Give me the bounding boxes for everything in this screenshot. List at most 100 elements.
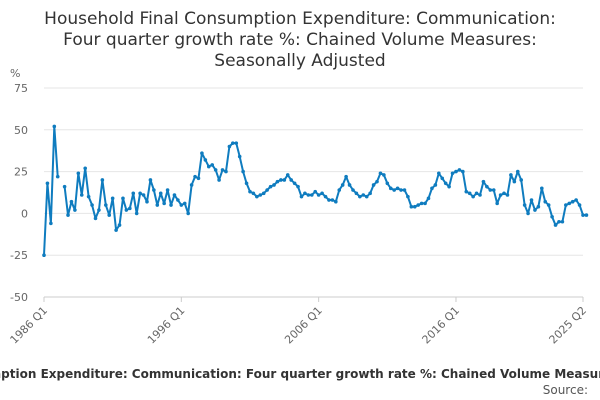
data-point[interactable] (309, 193, 314, 197)
data-point[interactable] (584, 213, 589, 217)
data-point[interactable] (213, 168, 218, 172)
data-point[interactable] (206, 164, 211, 169)
data-point[interactable] (574, 198, 578, 202)
data-point[interactable] (176, 198, 180, 202)
data-point[interactable] (241, 169, 245, 174)
data-point[interactable] (498, 193, 503, 197)
data-point[interactable] (289, 178, 293, 182)
data-point[interactable] (296, 184, 300, 189)
data-point[interactable] (231, 141, 235, 145)
data-point[interactable] (203, 158, 208, 162)
data-point[interactable] (79, 193, 84, 197)
data-point[interactable] (337, 188, 342, 192)
data-point[interactable] (368, 191, 372, 196)
data-point[interactable] (423, 201, 427, 206)
data-point[interactable] (179, 203, 184, 207)
data-point[interactable] (49, 221, 53, 226)
data-point[interactable] (443, 181, 448, 186)
data-point[interactable] (90, 203, 94, 207)
data-point[interactable] (375, 179, 379, 184)
data-point[interactable] (347, 183, 352, 187)
data-point[interactable] (114, 228, 118, 232)
data-point[interactable] (155, 203, 160, 207)
data-point[interactable] (519, 178, 523, 182)
data-point[interactable] (553, 223, 558, 227)
data-point[interactable] (227, 144, 232, 149)
data-point[interactable] (255, 194, 259, 199)
data-point[interactable] (388, 186, 393, 191)
data-point[interactable] (464, 189, 469, 194)
data-point[interactable] (505, 193, 510, 197)
data-point[interactable] (361, 193, 366, 197)
data-point[interactable] (382, 173, 386, 177)
data-point[interactable] (471, 194, 475, 199)
data-point[interactable] (354, 191, 359, 196)
data-point[interactable] (509, 173, 513, 177)
data-point[interactable] (55, 174, 60, 179)
data-point[interactable] (220, 168, 225, 172)
data-point[interactable] (110, 196, 115, 201)
data-point[interactable] (196, 176, 201, 181)
data-point[interactable] (299, 194, 304, 199)
data-point[interactable] (358, 194, 362, 199)
data-point[interactable] (172, 193, 177, 197)
data-point[interactable] (303, 191, 307, 196)
data-point[interactable] (546, 203, 551, 207)
data-point[interactable] (416, 203, 421, 207)
data-point[interactable] (540, 186, 544, 191)
data-point[interactable] (467, 191, 472, 196)
data-point[interactable] (69, 199, 74, 204)
data-point[interactable] (320, 191, 324, 196)
data-point[interactable] (93, 216, 98, 221)
data-point[interactable] (351, 188, 355, 192)
data-point[interactable] (66, 213, 70, 217)
data-point[interactable] (248, 189, 252, 194)
data-point[interactable] (138, 191, 142, 196)
data-point[interactable] (200, 151, 204, 156)
data-point[interactable] (412, 204, 417, 209)
data-point[interactable] (399, 188, 403, 192)
data-point[interactable] (474, 191, 479, 196)
data-point[interactable] (186, 211, 190, 216)
data-point[interactable] (265, 188, 269, 192)
data-point[interactable] (522, 203, 527, 207)
data-point[interactable] (457, 168, 462, 172)
data-point[interactable] (217, 178, 221, 182)
data-point[interactable] (570, 199, 575, 204)
data-point[interactable] (224, 169, 228, 174)
data-point[interactable] (426, 196, 431, 201)
data-point[interactable] (145, 199, 149, 204)
data-point[interactable] (543, 199, 548, 204)
data-point[interactable] (515, 169, 520, 174)
data-point[interactable] (117, 223, 122, 227)
data-point[interactable] (481, 179, 486, 184)
data-point[interactable] (550, 214, 554, 219)
data-point[interactable] (385, 181, 390, 186)
data-point[interactable] (285, 173, 290, 177)
data-point[interactable] (402, 188, 407, 192)
data-point[interactable] (282, 178, 287, 182)
data-point[interactable] (76, 171, 81, 176)
data-point[interactable] (378, 171, 383, 176)
data-point[interactable] (536, 204, 541, 209)
data-point[interactable] (158, 191, 163, 196)
data-point[interactable] (279, 178, 283, 182)
data-point[interactable] (134, 211, 139, 216)
data-point[interactable] (327, 198, 331, 202)
data-point[interactable] (131, 191, 136, 196)
data-point[interactable] (244, 181, 249, 186)
data-point[interactable] (581, 213, 585, 217)
data-point[interactable] (124, 208, 129, 212)
data-point[interactable] (495, 201, 499, 206)
data-point[interactable] (165, 188, 170, 192)
data-point[interactable] (564, 203, 568, 207)
data-point[interactable] (364, 194, 369, 199)
data-point[interactable] (409, 204, 414, 209)
data-point[interactable] (567, 201, 572, 206)
data-point[interactable] (100, 178, 105, 182)
data-point[interactable] (45, 181, 50, 186)
data-point[interactable] (491, 188, 496, 192)
data-point[interactable] (334, 199, 338, 204)
data-point[interactable] (292, 181, 297, 186)
data-point[interactable] (512, 179, 517, 184)
